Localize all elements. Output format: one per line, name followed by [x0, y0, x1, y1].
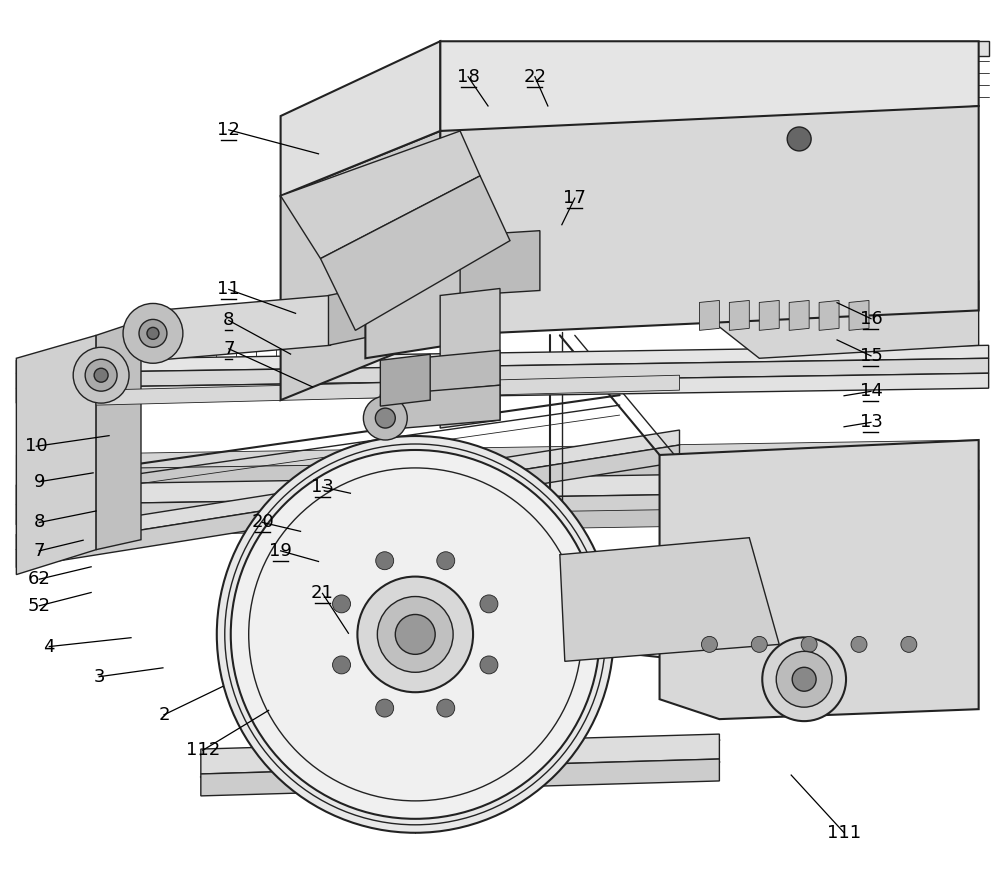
- Polygon shape: [789, 300, 809, 331]
- Text: 10: 10: [25, 437, 48, 455]
- Circle shape: [376, 552, 394, 570]
- Circle shape: [480, 595, 498, 613]
- Circle shape: [139, 319, 167, 348]
- Polygon shape: [660, 440, 979, 719]
- Polygon shape: [560, 538, 779, 661]
- Circle shape: [73, 348, 129, 403]
- Text: 14: 14: [860, 382, 882, 400]
- Polygon shape: [460, 230, 540, 295]
- Polygon shape: [281, 131, 440, 400]
- Polygon shape: [440, 289, 500, 428]
- Circle shape: [333, 595, 351, 613]
- Circle shape: [787, 127, 811, 151]
- Text: 4: 4: [44, 637, 55, 655]
- Polygon shape: [395, 350, 500, 395]
- Text: 11: 11: [217, 280, 240, 299]
- Text: 15: 15: [860, 347, 882, 364]
- Circle shape: [231, 450, 600, 819]
- Circle shape: [762, 637, 846, 721]
- Text: 18: 18: [457, 68, 479, 85]
- Circle shape: [94, 368, 108, 382]
- Text: 3: 3: [93, 668, 105, 685]
- Polygon shape: [819, 300, 839, 331]
- Polygon shape: [380, 385, 500, 430]
- Polygon shape: [16, 440, 979, 470]
- Circle shape: [123, 303, 183, 364]
- Polygon shape: [440, 41, 979, 131]
- Text: 7: 7: [34, 542, 45, 560]
- Polygon shape: [16, 470, 979, 505]
- Circle shape: [363, 396, 407, 440]
- Text: 8: 8: [34, 514, 45, 532]
- Polygon shape: [680, 281, 979, 358]
- Polygon shape: [281, 131, 480, 259]
- Circle shape: [792, 668, 816, 692]
- Circle shape: [901, 637, 917, 653]
- Polygon shape: [365, 249, 480, 358]
- Circle shape: [801, 637, 817, 653]
- Polygon shape: [16, 455, 979, 487]
- Polygon shape: [16, 430, 680, 549]
- Circle shape: [395, 614, 435, 654]
- Circle shape: [751, 637, 767, 653]
- Text: 21: 21: [311, 584, 334, 603]
- Polygon shape: [201, 759, 719, 796]
- Polygon shape: [156, 295, 330, 360]
- Polygon shape: [16, 445, 680, 567]
- Polygon shape: [328, 281, 400, 345]
- Circle shape: [376, 699, 394, 717]
- Text: 52: 52: [28, 597, 51, 615]
- Circle shape: [217, 436, 614, 833]
- Text: 17: 17: [563, 189, 586, 207]
- Polygon shape: [729, 300, 749, 331]
- Text: 12: 12: [217, 121, 240, 139]
- Polygon shape: [96, 375, 680, 405]
- Text: 16: 16: [860, 309, 882, 328]
- Text: 19: 19: [269, 542, 292, 560]
- Text: 9: 9: [34, 473, 45, 491]
- Polygon shape: [380, 355, 430, 406]
- Text: 111: 111: [827, 824, 861, 842]
- Text: 62: 62: [28, 570, 51, 589]
- Text: 7: 7: [223, 340, 235, 357]
- Text: 20: 20: [251, 514, 274, 532]
- Circle shape: [851, 637, 867, 653]
- Text: 2: 2: [158, 706, 170, 724]
- Text: 112: 112: [186, 741, 220, 759]
- Circle shape: [377, 597, 453, 672]
- Circle shape: [437, 699, 455, 717]
- Polygon shape: [16, 373, 989, 403]
- Circle shape: [147, 327, 159, 340]
- Polygon shape: [16, 358, 989, 388]
- Circle shape: [437, 552, 455, 570]
- Polygon shape: [719, 41, 989, 56]
- Polygon shape: [16, 505, 979, 537]
- Circle shape: [776, 652, 832, 707]
- Circle shape: [85, 359, 117, 391]
- Polygon shape: [16, 335, 96, 574]
- Polygon shape: [699, 300, 719, 331]
- Circle shape: [357, 577, 473, 693]
- Text: 8: 8: [223, 311, 234, 330]
- Circle shape: [375, 408, 395, 428]
- Polygon shape: [440, 106, 979, 335]
- Text: 13: 13: [311, 478, 334, 496]
- Polygon shape: [16, 490, 979, 525]
- Polygon shape: [201, 734, 719, 774]
- Text: 13: 13: [860, 413, 882, 431]
- Polygon shape: [320, 176, 510, 331]
- Polygon shape: [849, 300, 869, 331]
- Circle shape: [701, 637, 717, 653]
- Polygon shape: [281, 41, 440, 196]
- Polygon shape: [759, 300, 779, 331]
- Polygon shape: [96, 320, 141, 549]
- Circle shape: [333, 656, 351, 674]
- Text: 22: 22: [523, 68, 546, 85]
- Polygon shape: [16, 345, 989, 373]
- Circle shape: [480, 656, 498, 674]
